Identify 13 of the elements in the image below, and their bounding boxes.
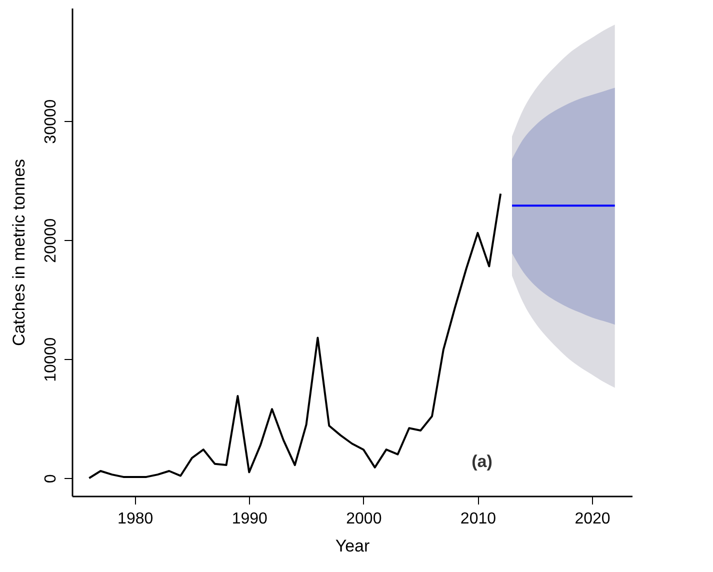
y-tick-label: 10000 xyxy=(42,337,60,382)
x-tick-label: 2000 xyxy=(346,510,382,528)
y-axis-title: Catches in metric tonnes xyxy=(10,158,28,346)
x-axis-title: Year xyxy=(335,536,370,556)
line-series xyxy=(88,192,502,480)
x-tick-label: 2010 xyxy=(460,510,496,528)
x-tick-label: 2020 xyxy=(574,510,610,528)
y-tick-label: 0 xyxy=(42,474,60,484)
x-tick-label: 1980 xyxy=(118,510,154,528)
y-tick-label: 30000 xyxy=(42,99,60,144)
y-tick-label: 20000 xyxy=(42,218,60,263)
annotation: (a) xyxy=(472,452,492,471)
x-tick-label: 1990 xyxy=(232,510,268,528)
